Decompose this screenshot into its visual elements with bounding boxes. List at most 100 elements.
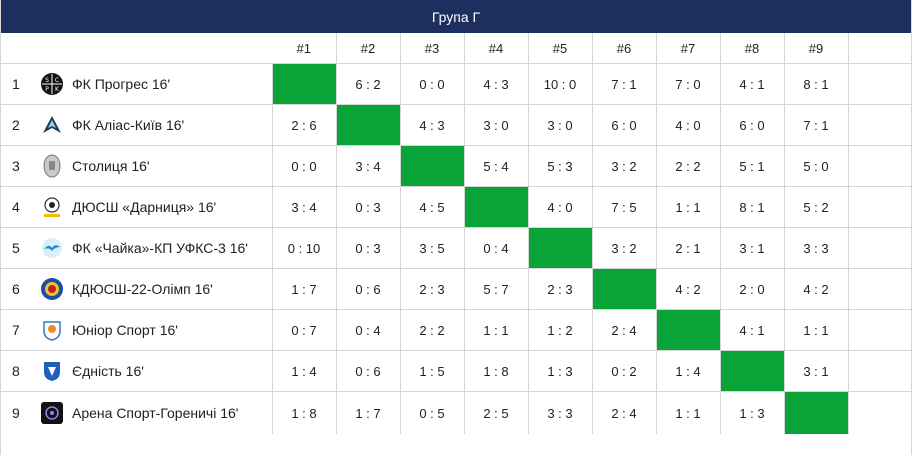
score-cell: 5 : 4: [464, 145, 529, 187]
svg-text:S: S: [45, 77, 49, 84]
score-cell: 5 : 0: [784, 145, 849, 187]
darnytsia-logo-icon: [40, 195, 64, 219]
row-spacer: [848, 145, 911, 187]
score-cell: 4 : 2: [784, 268, 849, 310]
team-name[interactable]: Столиця 16': [72, 145, 273, 187]
column-header-7: #7: [656, 33, 721, 64]
group-title: Група Г: [431, 8, 481, 25]
score-cell: 8 : 1: [720, 186, 785, 228]
rank-cell: 5: [1, 227, 32, 269]
score-cell: 0 : 0: [400, 63, 465, 105]
score-cell: 2 : 2: [656, 145, 721, 187]
score-cell: 1 : 7: [272, 268, 337, 310]
diagonal-cell: [464, 186, 529, 228]
diagonal-cell: [592, 268, 657, 310]
junior-sport-logo-icon: [40, 318, 64, 342]
score-cell: 1 : 1: [784, 309, 849, 351]
team-logo-cell: [32, 186, 72, 228]
row-spacer: [848, 350, 911, 392]
column-header-1: #1: [272, 33, 337, 64]
diagonal-cell: [272, 63, 337, 105]
row-spacer: [848, 309, 911, 351]
column-header-2: #2: [336, 33, 401, 64]
score-cell: 0 : 3: [336, 186, 401, 228]
score-cell: 7 : 1: [784, 104, 849, 146]
score-cell: 6 : 0: [592, 104, 657, 146]
team-name[interactable]: Юніор Спорт 16': [72, 309, 273, 351]
score-cell: 3 : 1: [720, 227, 785, 269]
column-header-4: #4: [464, 33, 529, 64]
score-cell: 0 : 5: [400, 391, 465, 434]
team-header: [72, 33, 272, 64]
team-name[interactable]: Єдність 16': [72, 350, 273, 392]
row-spacer: [848, 186, 911, 228]
score-cell: 8 : 1: [784, 63, 849, 105]
diagonal-cell: [656, 309, 721, 351]
score-cell: 5 : 2: [784, 186, 849, 228]
rank-cell: 8: [1, 350, 32, 392]
score-cell: 1 : 7: [336, 391, 401, 434]
score-cell: 1 : 1: [464, 309, 529, 351]
score-cell: 0 : 4: [336, 309, 401, 351]
logo-header: [32, 33, 72, 64]
team-name[interactable]: ДЮСШ «Дарниця» 16': [72, 186, 273, 228]
score-cell: 5 : 3: [528, 145, 593, 187]
row-spacer: [848, 63, 911, 105]
score-cell: 0 : 6: [336, 268, 401, 310]
column-header-5: #5: [528, 33, 593, 64]
score-cell: 3 : 4: [336, 145, 401, 187]
results-table: #1 #2 #3 #4 #5 #6 #7 #8 #9 1 S C P K ФК Прогрес 16' 6 …: [1, 33, 911, 434]
rank-header: [1, 33, 32, 64]
score-cell: 2 : 0: [720, 268, 785, 310]
group-title-bar: Група Г: [1, 0, 911, 33]
score-cell: 3 : 0: [464, 104, 529, 146]
score-cell: 4 : 5: [400, 186, 465, 228]
arena-sport-logo-icon: [40, 401, 64, 425]
team-name[interactable]: ФК Аліас-Київ 16': [72, 104, 273, 146]
score-cell: 2 : 6: [272, 104, 337, 146]
team-name[interactable]: ФК «Чайка»-КП УФКС-3 16': [72, 227, 273, 269]
header-row: #1 #2 #3 #4 #5 #6 #7 #8 #9: [1, 33, 911, 64]
score-cell: 0 : 10: [272, 227, 337, 269]
team-name[interactable]: КДЮСШ-22-Олімп 16': [72, 268, 273, 310]
alias-logo-icon: [40, 113, 64, 137]
team-logo-cell: [32, 309, 72, 351]
team-name[interactable]: ФК Прогрес 16': [72, 63, 273, 105]
score-cell: 2 : 5: [464, 391, 529, 434]
score-cell: 0 : 4: [464, 227, 529, 269]
score-cell: 2 : 3: [400, 268, 465, 310]
svg-text:C: C: [55, 77, 59, 84]
score-cell: 1 : 8: [272, 391, 337, 434]
team-logo-cell: [32, 392, 72, 435]
column-header-3: #3: [400, 33, 465, 64]
score-cell: 4 : 3: [464, 63, 529, 105]
row-spacer: [848, 227, 911, 269]
score-cell: 0 : 6: [336, 350, 401, 392]
score-cell: 3 : 5: [400, 227, 465, 269]
score-cell: 3 : 1: [784, 350, 849, 392]
score-cell: 0 : 0: [272, 145, 337, 187]
stolytsia-logo-icon: [40, 154, 64, 178]
team-name[interactable]: Арена Спорт-Гореничі 16': [72, 391, 273, 434]
diagonal-cell: [336, 104, 401, 146]
score-cell: 3 : 0: [528, 104, 593, 146]
rank-cell: 1: [1, 63, 32, 105]
chaika-logo-icon: [40, 236, 64, 260]
rank-cell: 6: [1, 268, 32, 310]
score-cell: 3 : 3: [528, 391, 593, 434]
team-logo-cell: [32, 227, 72, 269]
rank-cell: 4: [1, 186, 32, 228]
score-cell: 3 : 3: [784, 227, 849, 269]
team-logo-cell: [32, 268, 72, 310]
